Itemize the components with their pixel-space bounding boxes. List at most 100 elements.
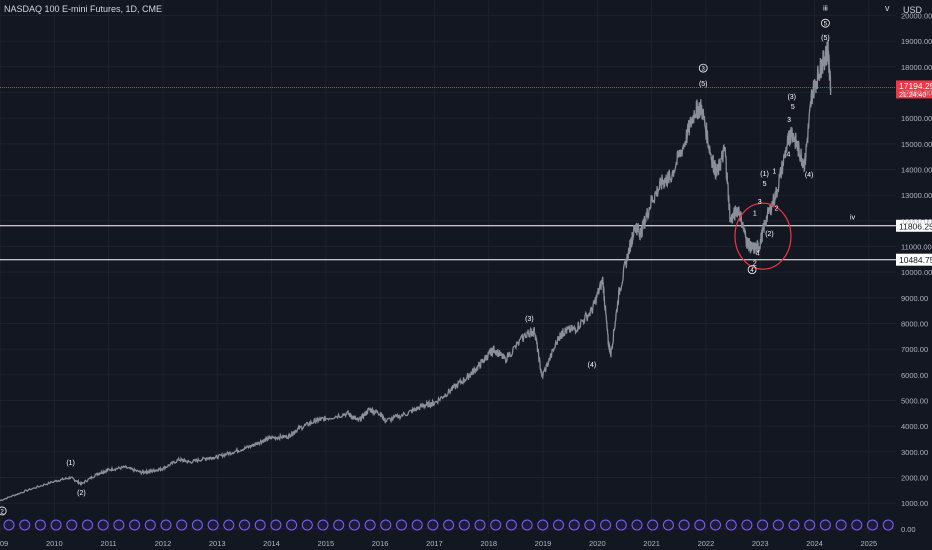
wave-label: (3) [787,94,796,101]
event-icon[interactable] [364,519,376,531]
event-icons-row[interactable] [3,519,894,531]
event-icon[interactable] [741,519,753,531]
event-icon[interactable] [615,519,627,531]
event-icon[interactable] [144,519,156,531]
wave-label: 4 [756,250,760,257]
x-tick-label: 2010 [46,539,63,548]
event-icon[interactable] [725,519,737,531]
x-tick-label: 2021 [643,539,660,548]
y-tick-label: 9000.00 [901,294,928,303]
event-icon[interactable] [710,519,721,531]
level-label-bg [896,253,932,266]
event-icon[interactable] [191,519,203,531]
event-icon[interactable] [678,519,690,531]
scale-toggle-button[interactable]: v [885,3,890,13]
event-icon[interactable] [34,519,46,531]
event-icon[interactable] [207,519,219,531]
wave-label: 5 [824,22,828,28]
event-icon[interactable] [160,519,172,531]
event-icon[interactable] [662,519,674,531]
event-icon[interactable] [129,519,141,531]
event-icon[interactable] [82,519,93,531]
x-tick-label: 2018 [480,539,497,548]
y-tick-label: 11000.00 [901,242,932,251]
x-tick-label: 2020 [589,539,606,548]
event-icon[interactable] [568,519,580,531]
event-icon[interactable] [553,519,564,531]
event-icon[interactable] [380,519,392,531]
event-icon[interactable] [97,519,109,531]
wave-label: (5) [699,81,708,88]
currency-label[interactable]: USD [903,5,923,15]
wave-label: 3 [758,199,762,206]
event-icon[interactable] [474,519,486,531]
event-icon[interactable] [396,519,407,531]
event-icon[interactable] [427,519,439,531]
y-tick-label: 17000.00 [901,88,932,97]
price-axis[interactable]: 0.00 1000.00 2000.00 3000.00 4000.00 5000.00 6… [901,11,932,533]
wave-label: 3 [702,67,706,73]
wave-label: 2 [1,509,5,515]
wave-label: 5 [763,181,767,188]
wave-label: (3) [525,316,534,323]
event-icon[interactable] [788,519,800,531]
event-icon[interactable] [176,519,188,531]
event-icon[interactable] [647,519,659,531]
y-tick-label: 14000.00 [901,165,932,174]
event-icon[interactable] [490,519,502,531]
event-icon[interactable] [270,519,282,531]
y-tick-label: 16000.00 [901,114,932,123]
wave-label: (4) [588,362,597,369]
event-icon[interactable] [694,519,706,531]
event-icon[interactable] [804,519,816,531]
event-icon[interactable] [50,519,62,531]
time-axis[interactable]: 09 2010 2011 2012 2013 2014 2015 2016 2017 2018 20… [0,539,877,548]
event-icon[interactable] [19,519,31,531]
x-tick-label: 2017 [426,539,443,548]
event-icon[interactable] [505,519,517,531]
event-icon[interactable] [66,519,78,531]
wave-label: 1 [753,211,757,218]
event-icon[interactable] [835,519,847,531]
x-tick-label: 2022 [698,539,715,548]
wave-label: 1 [772,168,776,175]
event-icon[interactable] [772,519,784,531]
event-icon[interactable] [537,519,549,531]
event-icon[interactable] [867,519,878,531]
highlight-circle [734,202,792,270]
event-icon[interactable] [301,519,313,531]
event-icon[interactable] [239,519,250,531]
event-icon[interactable] [254,519,266,531]
event-icon[interactable] [521,519,533,531]
event-icon[interactable] [317,519,329,531]
x-tick-label: 2019 [535,539,552,548]
event-icon[interactable] [333,519,345,531]
y-tick-label: 4000.00 [901,422,928,431]
x-tick-label: 2014 [263,539,280,548]
event-icon[interactable] [757,519,769,531]
event-icon[interactable] [443,519,455,531]
event-icon[interactable] [458,519,470,531]
event-icon[interactable] [600,519,612,531]
event-icon[interactable] [286,519,298,531]
event-icon[interactable] [411,519,423,531]
event-icon[interactable] [348,519,360,531]
wave-label: (2) [765,231,774,238]
event-icon[interactable] [819,519,831,531]
event-icon[interactable] [113,519,125,531]
y-tick-label: 2000.00 [901,474,928,483]
level-label: 11806.25 [899,221,932,231]
event-icon[interactable] [223,519,235,531]
event-icon[interactable] [882,519,894,531]
current-price-label-bg[interactable] [896,80,932,99]
event-icon[interactable] [3,519,15,531]
x-tick-label: 2024 [806,539,823,548]
event-icon[interactable] [631,519,643,531]
wave-label: 4 [750,268,754,274]
y-tick-label: 8000.00 [901,319,928,328]
level-label: 10484.75 [899,255,932,265]
event-icon[interactable] [851,519,863,531]
event-icon[interactable] [584,519,596,531]
